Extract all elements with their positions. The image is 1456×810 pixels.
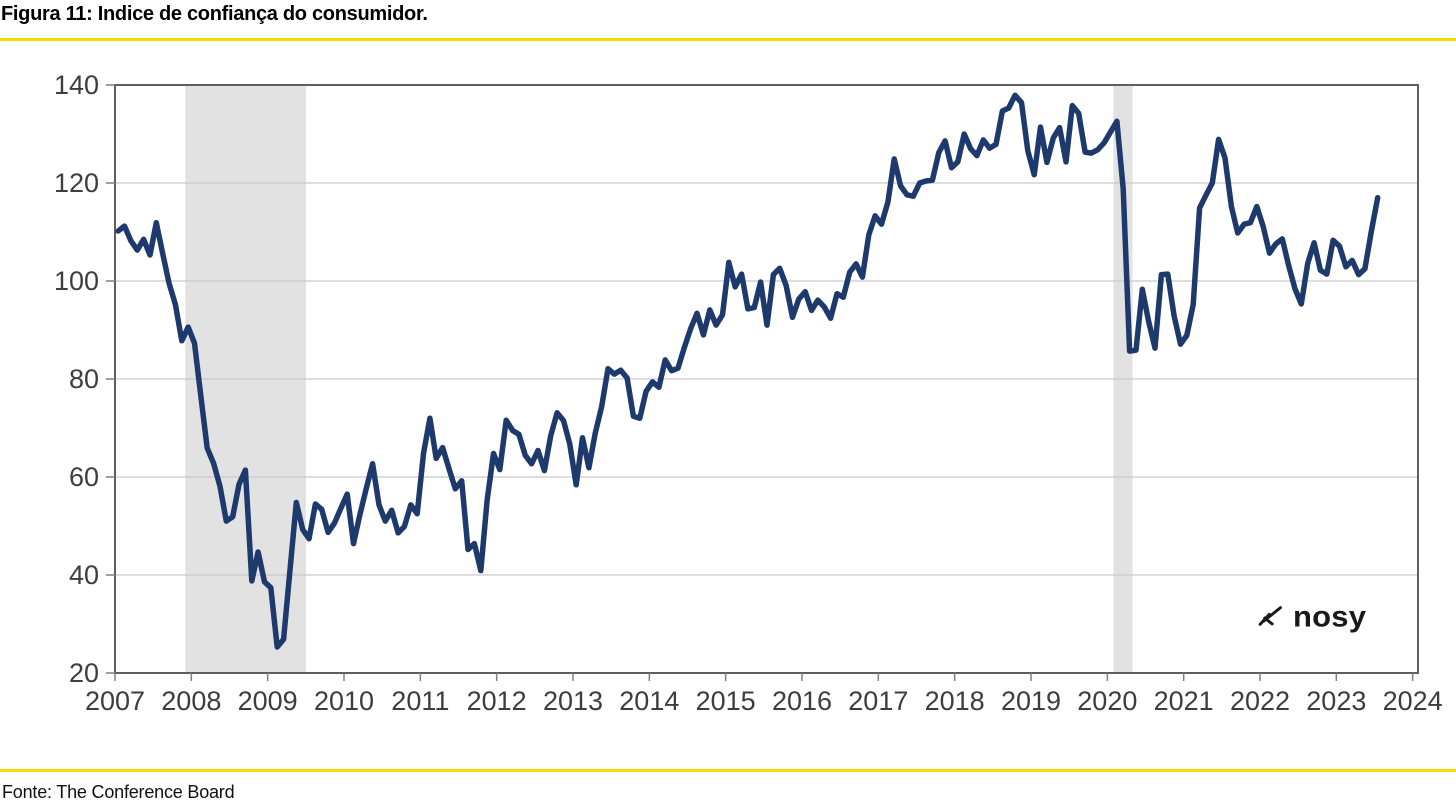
y-tick-label: 40 <box>69 560 99 590</box>
nosy-logo: nosy <box>1258 595 1398 637</box>
x-tick-label: 2017 <box>848 686 908 716</box>
x-tick-label: 2020 <box>1077 686 1137 716</box>
x-tick-label: 2011 <box>391 686 449 716</box>
x-tick-label: 2019 <box>1001 686 1061 716</box>
y-tick-label: 20 <box>69 658 99 688</box>
x-tick-label: 2010 <box>314 686 374 716</box>
x-tick-label: 2016 <box>772 686 832 716</box>
x-tick-label: 2013 <box>543 686 603 716</box>
x-tick-label: 2008 <box>161 686 221 716</box>
nosy-logo-text: nosy <box>1293 599 1367 633</box>
x-tick-label: 2009 <box>238 686 298 716</box>
x-tick-label: 2022 <box>1230 686 1290 716</box>
source-note: Fonte: The Conference Board <box>2 782 235 802</box>
x-tick-label: 2024 <box>1383 686 1443 716</box>
figure-title: Figura 11: Indice de confiança do consum… <box>1 3 428 25</box>
x-tick-label: 2015 <box>696 686 756 716</box>
y-tick-label: 140 <box>54 70 99 100</box>
footer-divider <box>0 769 1456 772</box>
confidence-index-line <box>115 92 1381 650</box>
y-tick-label: 120 <box>54 168 99 198</box>
x-tick-label: 2018 <box>925 686 985 716</box>
title-divider <box>0 38 1456 41</box>
x-tick-label: 2012 <box>467 686 527 716</box>
y-tick-label: 60 <box>69 462 99 492</box>
nosy-logo-icon <box>1258 606 1282 626</box>
x-tick-label: 2014 <box>619 686 679 716</box>
x-tick-label: 2007 <box>85 686 145 716</box>
x-tick-label: 2021 <box>1154 686 1214 716</box>
y-tick-label: 100 <box>54 266 99 296</box>
consumer-confidence-line-chart: 20 40 60 80 100 120 140 2007 2008 2009 2010 2011 201… <box>0 45 1456 770</box>
x-tick-label: 2023 <box>1306 686 1366 716</box>
y-tick-label: 80 <box>69 364 99 394</box>
